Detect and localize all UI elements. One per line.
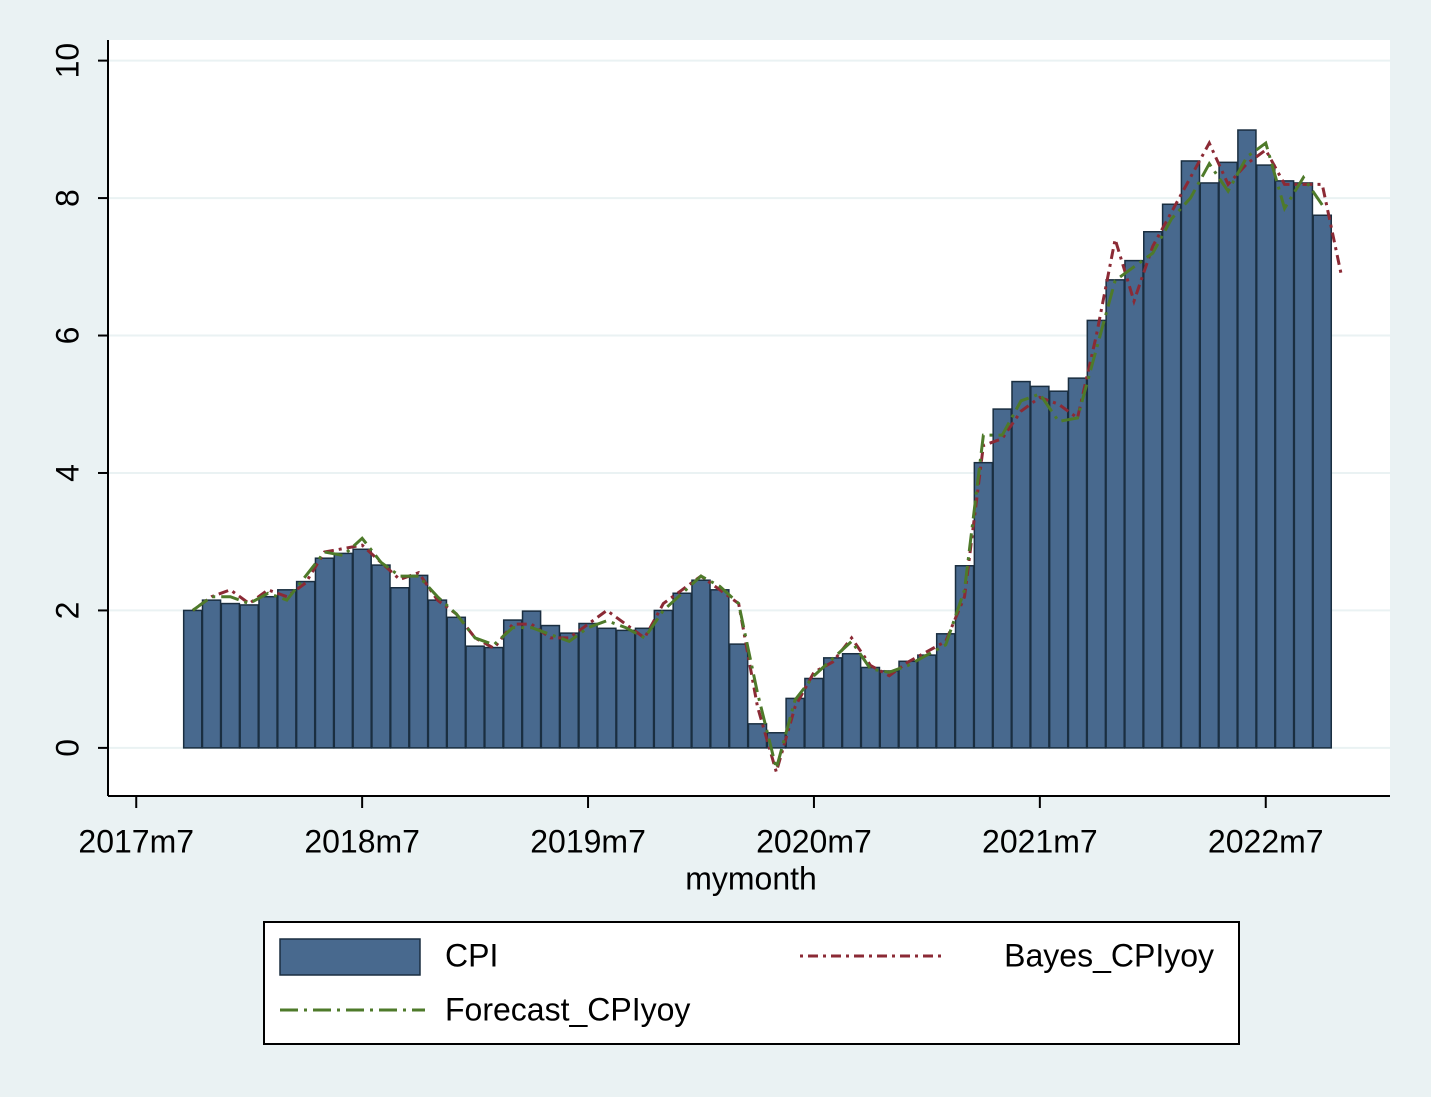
bar [879, 670, 900, 749]
bar [578, 622, 598, 749]
bar [1067, 377, 1088, 749]
bar [822, 657, 843, 749]
bar [992, 408, 1012, 749]
bar [333, 552, 354, 749]
bar [1143, 230, 1163, 749]
x-tick-label: 2017m7 [78, 823, 194, 859]
y-tick-label: 10 [49, 43, 85, 79]
bar [747, 723, 768, 749]
bar [1086, 319, 1107, 749]
bar [691, 579, 711, 749]
bar [917, 654, 937, 749]
bar [427, 599, 448, 749]
bar [295, 580, 316, 749]
x-tick-label: 2020m7 [756, 823, 872, 859]
legend-label: CPI [445, 937, 498, 973]
bar [239, 604, 259, 749]
bar [484, 646, 504, 749]
legend-label: Bayes_CPIyoy [1004, 937, 1214, 973]
y-tick-label: 4 [49, 464, 85, 482]
bar [502, 619, 523, 749]
bar [973, 461, 994, 749]
line [191, 140, 1324, 775]
bar [935, 633, 956, 749]
bar [446, 616, 467, 749]
bar [390, 587, 410, 749]
bar [728, 643, 749, 749]
x-tick-label: 2022m7 [1208, 823, 1324, 859]
bar [220, 602, 241, 749]
legend [263, 921, 1240, 1045]
bar [841, 652, 862, 749]
bar [1237, 129, 1257, 749]
bar [408, 574, 429, 749]
bar [653, 609, 674, 749]
bar [615, 629, 636, 749]
bar [314, 557, 335, 749]
bar [597, 627, 617, 749]
bar [1274, 180, 1295, 749]
line [191, 139, 1343, 778]
bar [182, 609, 203, 749]
bar [371, 564, 391, 749]
bar [634, 627, 655, 749]
bar [1124, 259, 1144, 749]
bar [1105, 279, 1125, 749]
bar [954, 565, 975, 749]
legend-label: Forecast_CPIyoy [445, 991, 690, 1027]
y-tick-label: 8 [49, 189, 85, 207]
x-tick-label: 2021m7 [982, 823, 1098, 859]
bar [710, 589, 730, 749]
bar [1218, 161, 1238, 749]
bar [672, 592, 692, 749]
y-tick-label: 6 [49, 327, 85, 345]
bar [559, 632, 580, 749]
bar [540, 624, 561, 749]
bar [1199, 182, 1220, 749]
bar [201, 599, 222, 749]
y-tick-label: 0 [49, 739, 85, 757]
bar [1161, 203, 1182, 749]
bar [860, 666, 881, 749]
bar [1011, 380, 1031, 749]
bar [1293, 182, 1314, 749]
bar [258, 595, 278, 749]
x-axis-title: mymonth [685, 860, 817, 896]
bar [898, 660, 918, 749]
bar [1048, 390, 1069, 749]
bar [521, 610, 542, 749]
bar [465, 645, 485, 749]
y-tick-label: 2 [49, 602, 85, 620]
bar [1312, 214, 1333, 749]
bar [1255, 164, 1276, 749]
legend-swatch [279, 938, 421, 976]
bar [1180, 160, 1201, 749]
bar [804, 677, 824, 749]
x-tick-label: 2019m7 [530, 823, 646, 859]
bar [277, 589, 297, 749]
bar [352, 548, 372, 749]
x-tick-label: 2018m7 [304, 823, 420, 859]
bar [1030, 385, 1050, 749]
